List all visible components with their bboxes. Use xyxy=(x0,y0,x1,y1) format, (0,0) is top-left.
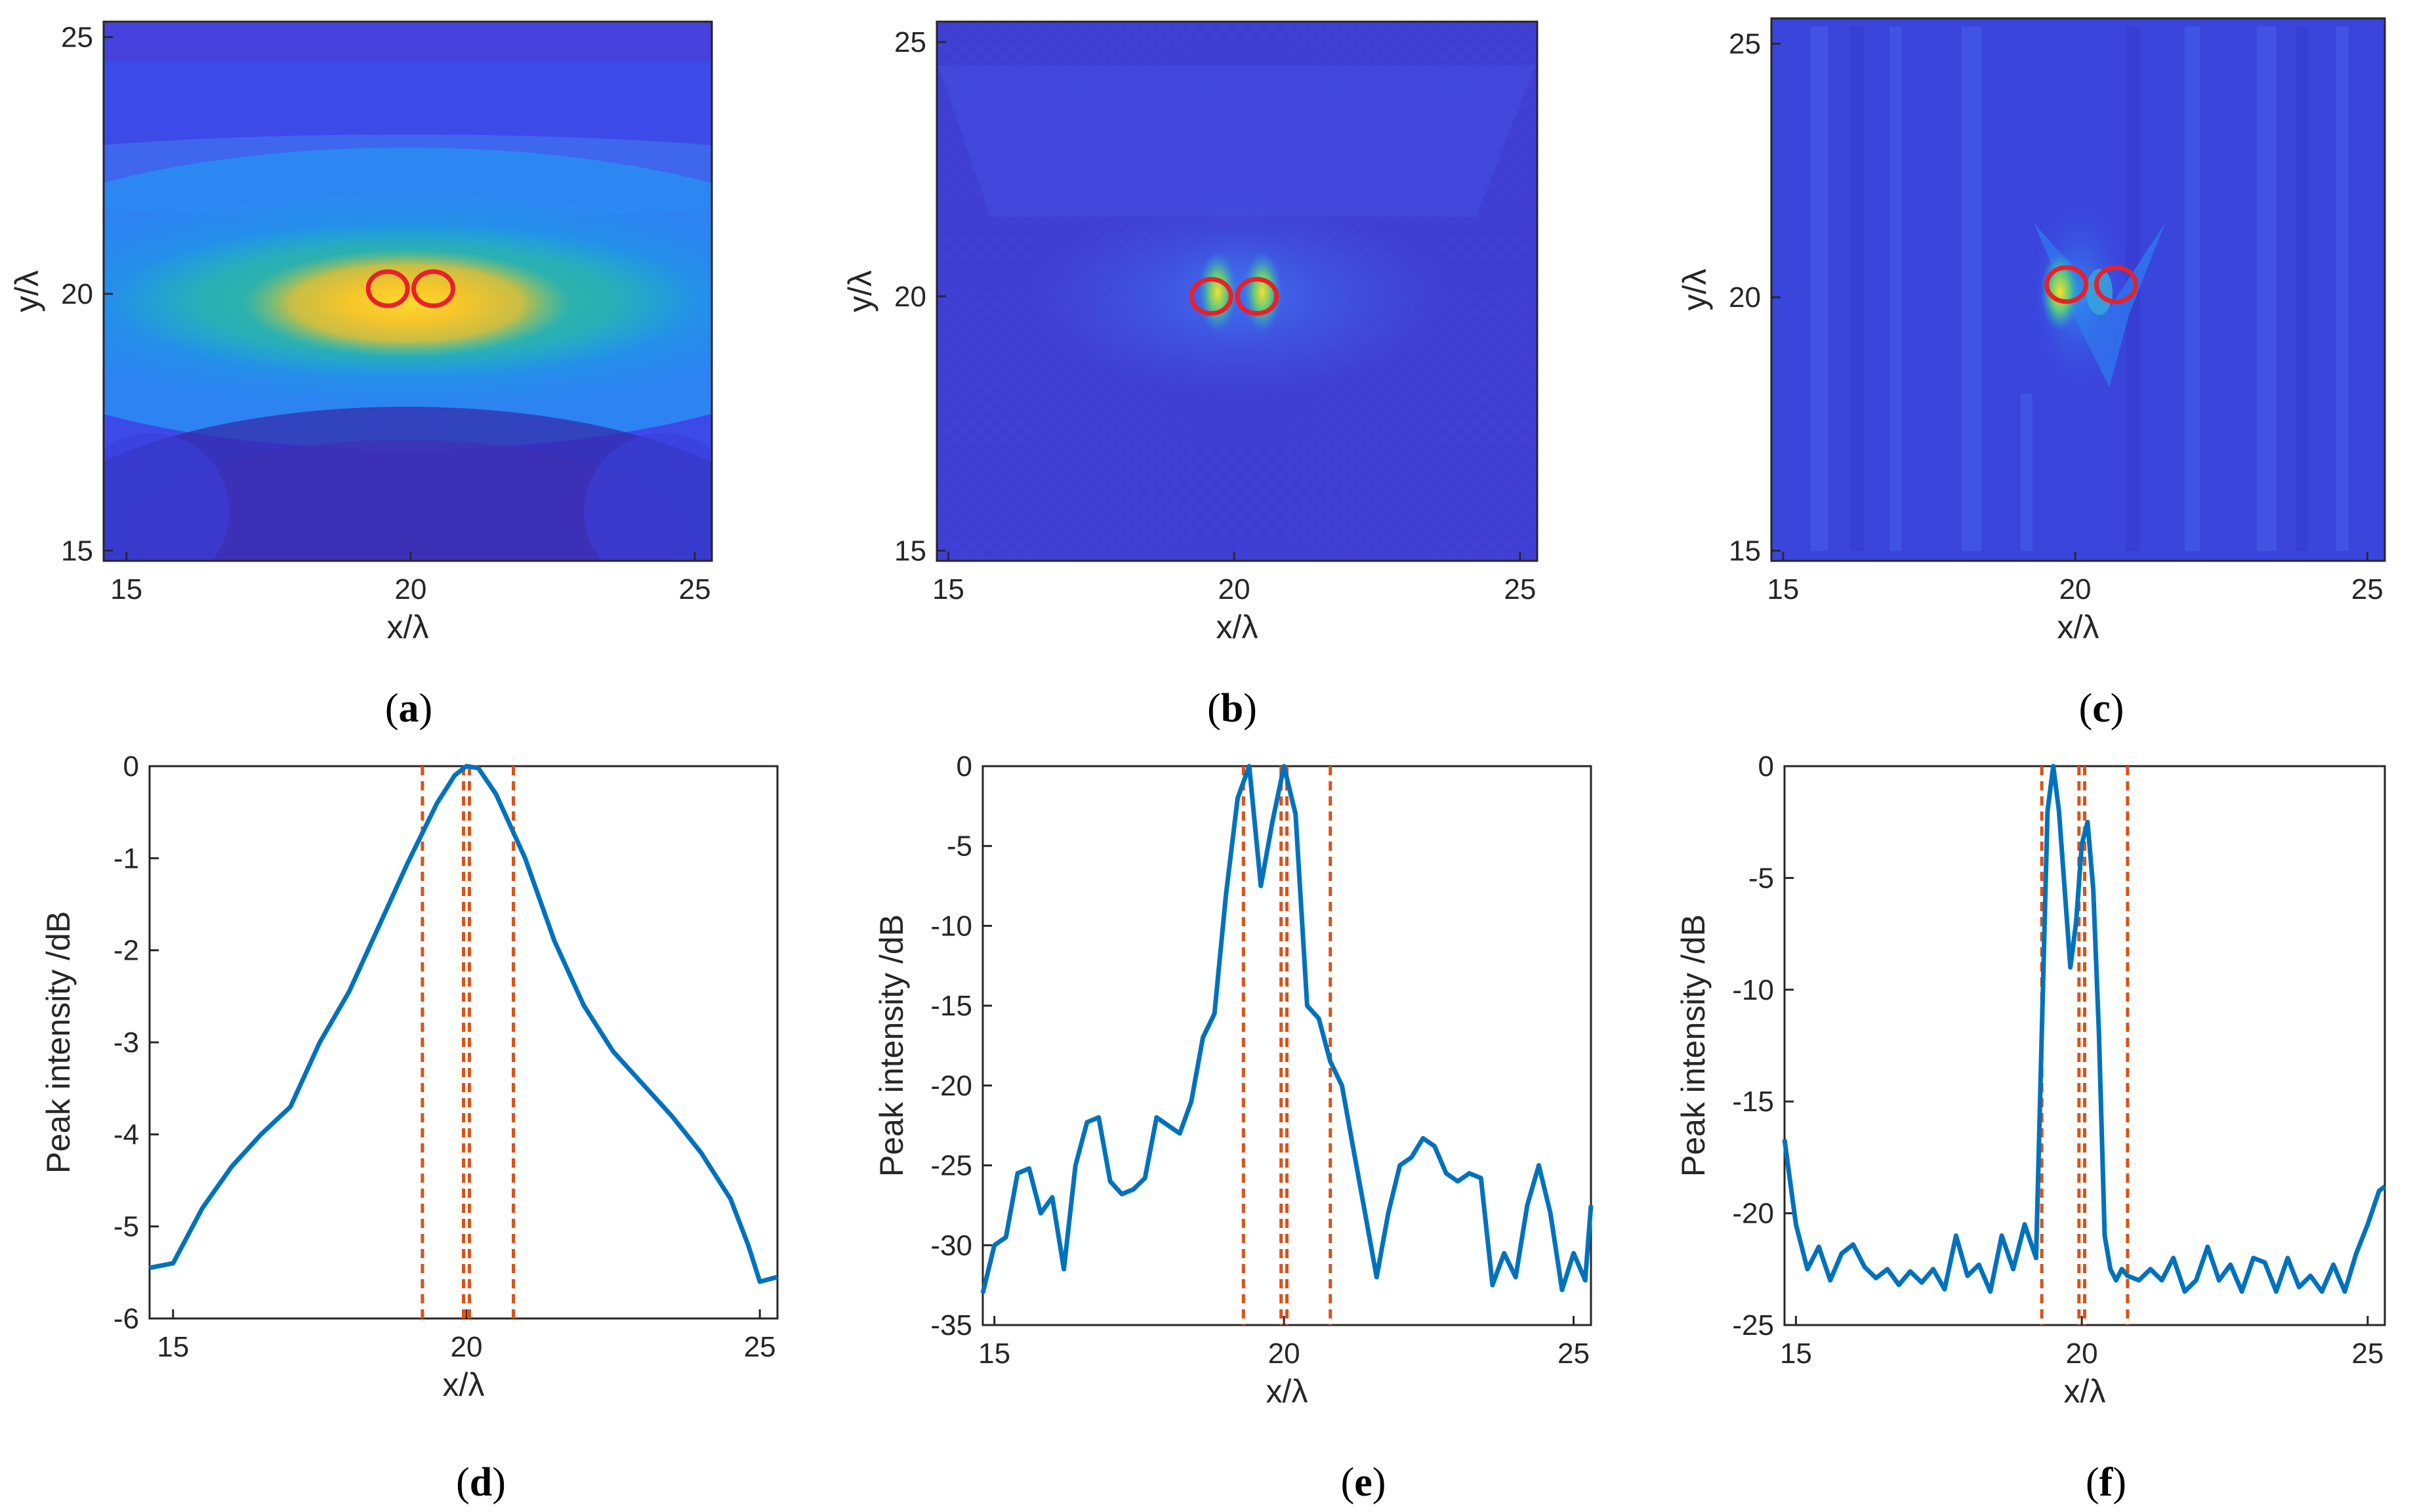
y-tick-label-e: -15 xyxy=(930,990,972,1022)
caption-c: (c) xyxy=(2079,686,2124,731)
y-tick-label-e: -20 xyxy=(930,1070,972,1102)
x-tick-label-e: 15 xyxy=(978,1338,1010,1370)
x-axis-label-b: x/λ xyxy=(1216,609,1258,645)
x-axis-label-e: x/λ xyxy=(1266,1373,1308,1410)
x-tick-label-a: 15 xyxy=(110,573,142,605)
panel-f: 15 20 25 -25 -20 -15 -10 -5 0 x/λ Peak intensity /… xyxy=(1675,750,2387,1410)
axes-a: 15 20 25 15 20 25 x/λ y/λ xyxy=(9,21,711,645)
x-tick-label-e: 25 xyxy=(1558,1338,1590,1370)
y-axis-label-c: y/λ xyxy=(1676,269,1713,311)
x-tick-label-c: 25 xyxy=(2351,573,2384,605)
y-tick-label-f: 0 xyxy=(1758,750,1774,783)
axes-e: 15 20 25 -35 -30 -25 -20 -15 -10 -5 0 x/λ Peak inten… xyxy=(873,750,1590,1410)
axes-c: 15 20 25 15 20 25 x/λ y/λ xyxy=(1676,28,2384,645)
x-tick-label-a: 20 xyxy=(394,573,426,605)
y-tick-label-a: 20 xyxy=(61,278,93,310)
y-tick-label-c: 25 xyxy=(1729,28,1761,60)
x-axis-label-a: x/λ xyxy=(387,609,429,645)
marker-circle-c xyxy=(2044,265,2089,304)
y-tick-label-d: -6 xyxy=(114,1303,139,1335)
x-tick-label-a: 25 xyxy=(679,573,711,605)
axes-d: 15 20 25 -6 -5 -4 -3 -2 -1 0 x/λ Peak intensity /dB xyxy=(40,750,776,1403)
y-tick-label-d: -4 xyxy=(114,1118,139,1151)
reference-lines-d xyxy=(421,766,516,1318)
y-tick-label-e: 0 xyxy=(957,750,972,783)
y-tick-label-a: 15 xyxy=(61,535,93,567)
y-axis-label-b: y/λ xyxy=(842,270,878,312)
y-tick-label-f: -20 xyxy=(1732,1198,1774,1230)
y-tick-label-e: -5 xyxy=(947,830,972,863)
caption-e: (e) xyxy=(1341,1460,1386,1505)
marker-circle-b xyxy=(1235,277,1279,316)
marker-circle-c xyxy=(2094,265,2138,304)
intensity-line-d xyxy=(149,764,778,1284)
panel-d: 15 20 25 -6 -5 -4 -3 -2 -1 0 x/λ Peak intensity /dB xyxy=(40,750,779,1403)
x-tick-label-f: 15 xyxy=(1780,1338,1812,1370)
marker-circles-c xyxy=(2044,265,2138,304)
caption-a: (a) xyxy=(385,686,432,731)
x-axis-label-c: x/λ xyxy=(2057,609,2099,645)
panel-e: 15 20 25 -35 -30 -25 -20 -15 -10 -5 0 x/λ Peak inten… xyxy=(873,750,1594,1410)
y-axis-label-d: Peak intensity /dB xyxy=(40,911,77,1174)
y-tick-label-a: 25 xyxy=(61,21,93,53)
y-tick-label-c: 15 xyxy=(1729,535,1761,567)
marker-circles-a xyxy=(365,269,455,308)
y-tick-label-e: -10 xyxy=(930,910,972,942)
axes-f: 15 20 25 -25 -20 -15 -10 -5 0 x/λ Peak intensity /… xyxy=(1675,750,2384,1410)
y-tick-label-e: -35 xyxy=(930,1309,972,1341)
panel-b: 15 20 25 15 20 25 x/λ y/λ xyxy=(842,20,1538,645)
y-tick-label-d: 0 xyxy=(123,750,139,783)
y-tick-label-b: 20 xyxy=(894,281,926,313)
y-tick-label-f: -15 xyxy=(1732,1086,1774,1118)
y-tick-label-b: 15 xyxy=(894,535,926,567)
x-tick-label-b: 25 xyxy=(1504,573,1536,605)
marker-circle-a xyxy=(411,269,455,308)
panel-c: 15 20 25 15 20 25 x/λ y/λ xyxy=(1676,17,2386,645)
heatmap-c-image xyxy=(1771,18,2385,561)
panel-a: 15 20 25 15 20 25 x/λ y/λ xyxy=(9,20,713,645)
y-tick-label-e: -30 xyxy=(930,1229,972,1261)
y-tick-label-b: 25 xyxy=(894,26,926,58)
y-tick-label-f: -25 xyxy=(1732,1309,1774,1341)
x-tick-label-f: 25 xyxy=(2351,1338,2384,1370)
x-tick-label-f: 20 xyxy=(2066,1338,2098,1370)
x-axis-label-d: x/λ xyxy=(443,1366,485,1403)
x-axis-label-f: x/λ xyxy=(2064,1373,2106,1410)
x-tick-label-c: 15 xyxy=(1767,573,1799,605)
x-tick-label-d: 20 xyxy=(450,1331,482,1363)
marker-circle-b xyxy=(1189,277,1233,316)
x-tick-label-d: 25 xyxy=(744,1331,776,1363)
y-tick-label-d: -3 xyxy=(114,1027,139,1059)
y-axis-label-e: Peak intensity /dB xyxy=(873,914,910,1177)
intensity-line-e xyxy=(980,764,1594,1294)
x-tick-label-b: 15 xyxy=(932,573,964,605)
caption-f: (f) xyxy=(2086,1460,2126,1505)
marker-circle-a xyxy=(365,269,410,308)
x-tick-label-c: 20 xyxy=(2059,573,2092,605)
y-axis-label-a: y/λ xyxy=(9,270,45,312)
y-tick-label-d: -2 xyxy=(114,935,139,967)
x-tick-label-e: 20 xyxy=(1268,1338,1300,1370)
y-tick-label-c: 20 xyxy=(1729,281,1761,314)
caption-b: (b) xyxy=(1207,686,1257,731)
reference-lines-e xyxy=(1241,766,1332,1325)
intensity-line-f xyxy=(1782,764,2387,1294)
y-tick-label-f: -10 xyxy=(1732,974,1774,1006)
caption-d: (d) xyxy=(456,1460,506,1505)
y-tick-label-d: -5 xyxy=(114,1211,139,1243)
y-tick-label-e: -25 xyxy=(930,1150,972,1182)
y-tick-label-d: -1 xyxy=(114,842,139,874)
y-tick-label-f: -5 xyxy=(1748,862,1774,894)
axes-b: 15 20 25 15 20 25 x/λ y/λ xyxy=(842,26,1536,645)
x-tick-label-b: 20 xyxy=(1218,573,1250,605)
x-tick-label-d: 15 xyxy=(157,1331,189,1363)
heatmap-a-image xyxy=(104,22,712,561)
y-axis-label-f: Peak intensity /dB xyxy=(1675,914,1712,1177)
marker-circles-b xyxy=(1189,277,1279,316)
